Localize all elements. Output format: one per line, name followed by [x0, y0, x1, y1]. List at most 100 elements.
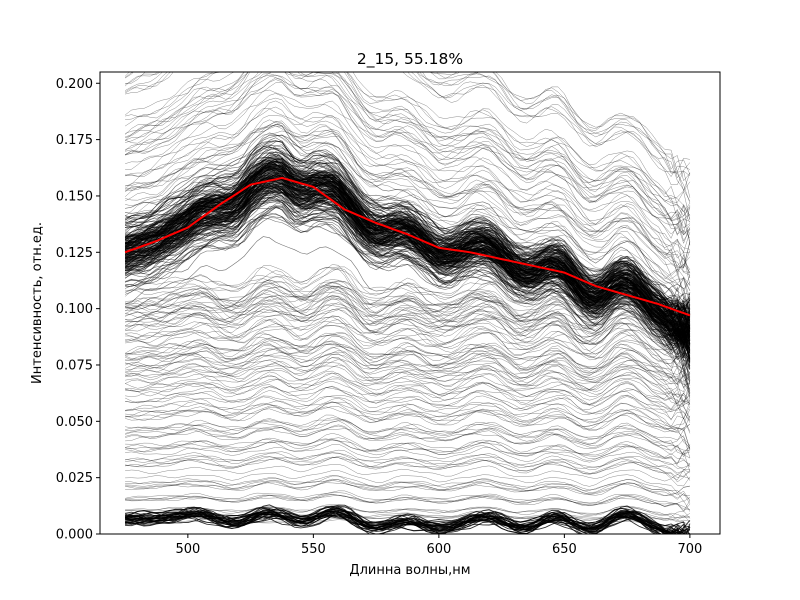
spectrum-line: [125, 475, 690, 496]
spectrum-line: [125, 406, 691, 450]
spectrum-line: [125, 285, 691, 350]
spectrum-line: [125, 482, 691, 502]
spectrum-line: [125, 354, 691, 398]
x-tick-label: 700: [677, 542, 702, 557]
spectrum-line: [125, 164, 691, 307]
spectrum-line: [125, 266, 691, 336]
spectrum-line: [125, 236, 691, 393]
spectrum-line: [125, 143, 691, 293]
spectrum-line: [125, 73, 691, 229]
x-tick-label: 600: [426, 542, 451, 557]
spectrum-line: [125, 74, 691, 239]
spectrum-line: [125, 490, 690, 510]
spectrum-line: [125, 420, 691, 450]
spectrum-line: [125, 397, 691, 431]
spectrum-line: [124, 175, 691, 348]
spectrum-line: [125, 456, 690, 481]
spectrum-line: [125, 282, 691, 353]
spectrum-line: [125, 334, 691, 394]
spectrum-line: [125, 395, 691, 432]
spectrum-line: [125, 319, 690, 366]
spectrum-line: [124, 148, 691, 300]
spectrum-line: [125, 72, 691, 177]
spectrum-line: [125, 405, 691, 447]
spectrum-line: [125, 315, 691, 378]
spectrum-line: [125, 351, 691, 405]
y-tick-label: 0.150: [56, 189, 93, 204]
spectrum-line: [124, 130, 691, 273]
y-tick-label: 0.100: [56, 302, 93, 317]
spectrum-line: [125, 372, 691, 420]
spectrum-line: [125, 280, 691, 345]
spectrum-line: [125, 516, 660, 534]
spectrum-line: [125, 424, 691, 456]
x-axis-label: Длинна волны,нм: [349, 563, 470, 578]
spectrum-line: [125, 205, 691, 335]
spectrum-line: [125, 456, 690, 479]
spectrum-line: [125, 325, 691, 382]
spectrum-line: [125, 402, 691, 431]
spectrum-line: [124, 72, 691, 233]
spectrum-line: [125, 493, 691, 512]
spectrum-line: [125, 151, 691, 347]
spectrum-line: [124, 72, 691, 242]
spectrum-line: [125, 396, 691, 434]
spectrum-line: [125, 100, 691, 271]
spectrum-line: [124, 72, 690, 173]
spectrum-line: [124, 146, 690, 310]
spectrum-line: [125, 494, 691, 512]
spectrum-line: [124, 214, 691, 378]
spectrum-line: [125, 340, 691, 398]
spectrum-line: [125, 386, 691, 422]
spectrum-line: [125, 438, 691, 467]
spectrum-line: [124, 267, 691, 338]
spectra-lines: [124, 72, 691, 534]
spectrum-line: [125, 470, 690, 493]
spectrum-line: [125, 425, 691, 458]
spectrum-line: [124, 79, 691, 244]
spectrum-line: [125, 365, 691, 418]
spectrum-line: [124, 72, 691, 179]
spectrum-line: [125, 381, 691, 420]
spectrum-line: [125, 376, 691, 411]
spectrum-line: [125, 72, 691, 198]
spectrum-line: [125, 151, 691, 290]
spectrum-line: [124, 72, 690, 177]
spectrum-line: [125, 97, 691, 279]
spectrum-line: [125, 439, 691, 466]
spectrum-line: [125, 308, 691, 373]
spectrum-line: [125, 319, 691, 386]
y-tick-label: 0.025: [56, 471, 93, 486]
spectrum-line: [125, 443, 690, 469]
y-tick-label: 0.175: [56, 133, 93, 148]
y-tick-label: 0.000: [56, 528, 93, 543]
spectrum-line: [124, 290, 691, 349]
y-tick-label: 0.075: [56, 358, 93, 373]
spectrum-line: [125, 386, 691, 423]
spectrum-line: [125, 134, 691, 346]
spectrum-line: [125, 479, 691, 502]
spectrum-line: [124, 72, 691, 182]
spectrum-line: [125, 177, 691, 353]
spectrum-line: [124, 186, 691, 370]
spectrum-line: [125, 152, 691, 303]
spectrum-line: [125, 72, 691, 246]
spectrum-line: [124, 200, 691, 343]
spectrum-line: [125, 93, 691, 253]
spectrum-line: [125, 167, 691, 329]
mean-spectrum: [124, 176, 691, 317]
spectrum-line: [125, 414, 691, 449]
spectrum-line: [125, 359, 691, 407]
chart-title: 2_15, 55.18%: [357, 50, 463, 69]
spectrum-line: [125, 77, 691, 236]
spectrum-line: [124, 72, 691, 220]
spectrum-line: [125, 401, 691, 430]
spectrum-line: [124, 206, 691, 370]
y-axis-label: Интенсивность, отн.ед.: [30, 222, 45, 384]
spectrum-line: [125, 507, 674, 534]
spectrum-line: [125, 72, 691, 175]
spectrum-line: [125, 505, 690, 520]
x-tick-label: 550: [301, 542, 326, 557]
spectrum-line: [125, 72, 691, 222]
